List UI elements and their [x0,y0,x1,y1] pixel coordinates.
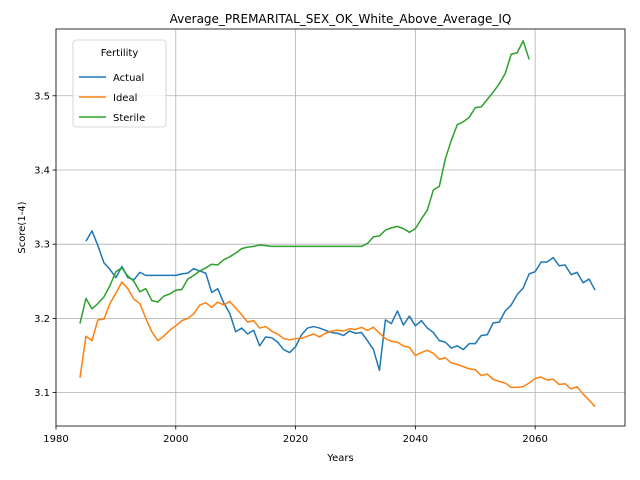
series-line-sterile [79,40,530,324]
legend-items: Actual Ideal Sterile [79,73,145,124]
y-tick-label: 3.3 [34,240,50,251]
legend: Fertility Actual Ideal Sterile [72,39,167,128]
series-layer [79,40,596,408]
y-tick-label: 3.5 [34,91,50,102]
legend-box [72,39,167,128]
grid [55,29,625,426]
y-tick-label: 3.4 [34,165,50,176]
x-axis-label: Years [326,453,353,464]
y-tick-label: 3.1 [34,388,50,399]
x-tick-label: 2040 [403,434,428,445]
legend-label-sterile: Sterile [113,113,145,124]
x-tick-label: 2000 [163,434,188,445]
x-tick-label: 1980 [43,434,68,445]
x-tick-label: 2060 [522,434,547,445]
legend-label-actual: Actual [113,73,144,84]
y-axis-label: Score(1-4) [17,201,28,253]
chart-title: Average_PREMARITAL_SEX_OK_White_Above_Av… [170,12,512,26]
x-tick-label: 2020 [283,434,308,445]
y-axis-ticks: 3.1 3.2 3.3 3.4 3.5 [34,91,56,399]
series-line-actual [85,230,596,372]
x-axis-ticks: 1980 2000 2020 2040 2060 [43,426,548,445]
legend-title: Fertility [101,48,139,59]
legend-label-ideal: Ideal [113,93,137,104]
plot-frame [55,28,626,427]
y-tick-label: 3.2 [34,314,50,325]
series-line-ideal [79,281,596,408]
